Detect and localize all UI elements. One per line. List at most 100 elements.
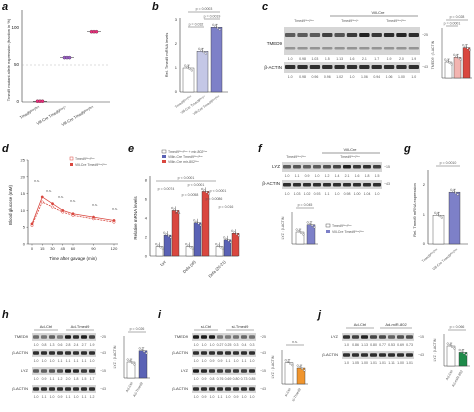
data-dot [202, 50, 205, 54]
band [81, 387, 87, 391]
quant-value: 1.0 [74, 395, 79, 399]
legend-marker [325, 223, 331, 228]
band [201, 387, 207, 391]
band [209, 369, 215, 373]
band [41, 369, 47, 373]
p-value: p = 0.026 [130, 327, 145, 331]
bars [182, 23, 223, 93]
band [193, 369, 199, 373]
x-category-label: Ad-Ctrl [125, 381, 134, 393]
band [283, 183, 291, 187]
panel-letter-h: h [2, 309, 9, 321]
band [201, 351, 207, 355]
y-tick: 15 [21, 191, 26, 196]
band [303, 165, 311, 169]
data-dot [229, 241, 232, 244]
data-dot [186, 66, 189, 69]
data-dot [464, 45, 467, 48]
quant-value: 0.9 [210, 359, 215, 363]
blot-label: TMED9 [174, 334, 188, 339]
data-dot [235, 232, 238, 236]
band [343, 183, 351, 187]
data-dot [223, 236, 226, 239]
bar [171, 210, 180, 257]
band [225, 387, 231, 391]
band [209, 351, 215, 355]
y-axis-label: Blood glucose (mM) [8, 184, 13, 225]
x-tick: 30 [50, 246, 55, 251]
data-dot [190, 69, 193, 72]
data-dot [189, 246, 192, 249]
quant-value: 0.76 [217, 377, 224, 381]
band [370, 335, 377, 339]
band [353, 165, 361, 169]
quant-value: 1.0 [250, 395, 255, 399]
band [249, 335, 255, 339]
x-tick: 120 [111, 246, 118, 251]
quant-row: 1.0 0.98 0.96 0.96 1.02 1.0 1.06 0.94 1.06 1.00 1.… [288, 75, 417, 79]
data-dot [128, 360, 131, 363]
lane-label: Tmed9ᶠˡᵒˣ/⁺ [341, 19, 359, 23]
band [41, 335, 47, 339]
quant-value: 0.9 [58, 395, 63, 399]
bar [210, 27, 223, 93]
band [249, 351, 255, 355]
quant-value: 1.00 [397, 361, 404, 365]
quant-value: 0.73 [406, 343, 413, 347]
band [201, 369, 207, 373]
blot-membrane [284, 27, 420, 55]
band [383, 65, 395, 69]
quant-value: 0.9 [202, 377, 207, 381]
quant-value: 2.1 [362, 57, 367, 61]
blot-membrane [282, 162, 382, 172]
p-value: p = 0.032 [189, 23, 204, 27]
band [352, 353, 359, 357]
kda-marker: −43 [100, 387, 106, 391]
data-dot [297, 230, 300, 233]
data-dot [462, 44, 465, 47]
band [89, 351, 95, 355]
p-value: p = 0.0086 [206, 197, 223, 201]
data-dot [455, 55, 458, 58]
bar [193, 222, 202, 257]
data-dot [201, 187, 204, 191]
quant-value: 0.25 [225, 343, 232, 347]
band [371, 65, 382, 69]
y-tick: 50 [14, 62, 20, 67]
band [73, 369, 79, 373]
quant-value: 0.4 [242, 343, 247, 347]
quant-value: 1.03 [312, 57, 319, 61]
data-dot [165, 233, 168, 236]
bars [432, 188, 461, 245]
band [249, 387, 255, 391]
quant-value: 1.5 [375, 174, 380, 178]
y-tick: 0 [16, 99, 19, 104]
data-dot [227, 239, 230, 242]
band [285, 33, 296, 37]
kda-marker: −43 [260, 387, 266, 391]
band [388, 353, 395, 357]
band [209, 335, 215, 339]
y-tick: 0 [175, 89, 178, 94]
quant-value: 0.9 [305, 174, 310, 178]
p-value: p = 0.0001 [444, 22, 461, 26]
x-category-label: Vill-Cre Tmed9ᶠˡᵒˣ/ᶠˡᵒˣ [192, 94, 221, 116]
data-dot [450, 63, 453, 66]
band [303, 183, 311, 187]
band [65, 387, 71, 391]
band [363, 165, 371, 169]
series-point [40, 195, 44, 199]
quant-value: 1.00 [398, 75, 405, 79]
p-value: p = 0.0003 [196, 7, 213, 11]
quant-value: 1.0 [285, 192, 290, 196]
data-dot [216, 26, 219, 30]
data-dot [217, 244, 220, 247]
quant-value: 2.0 [66, 377, 71, 381]
y-tick: 20 [21, 174, 26, 179]
x-category-label: Defa (all) [182, 259, 197, 274]
panel-i: si-Ctrl si-Tmed9 TMED9 β-ACTIN LYZ β-ACT… [172, 324, 308, 402]
band [217, 335, 223, 339]
bar [196, 51, 209, 93]
quant-value: 1.1 [74, 359, 79, 363]
quant-value: 1.0 [194, 395, 199, 399]
